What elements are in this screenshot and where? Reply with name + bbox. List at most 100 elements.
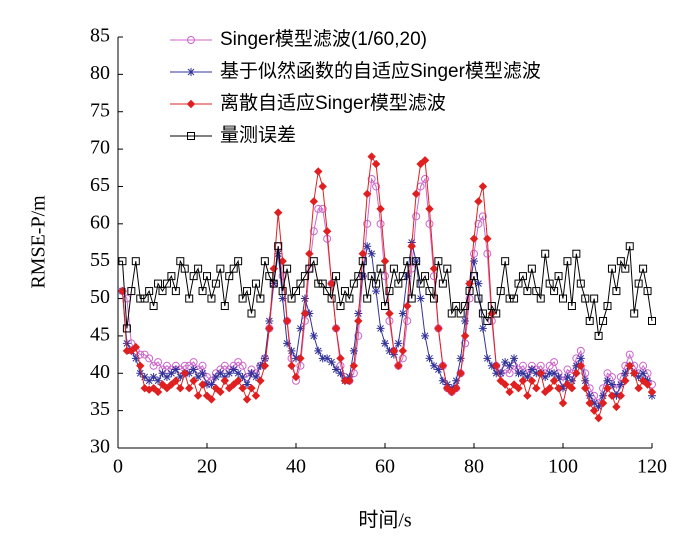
data-point: [629, 369, 639, 378]
data-point: [238, 294, 247, 303]
data-point: [532, 287, 541, 296]
data-point: [149, 384, 158, 393]
data-point: [412, 257, 421, 266]
data-point: [256, 294, 265, 303]
data-point: [176, 373, 185, 382]
data-point: [291, 372, 301, 382]
data-point: [572, 249, 581, 258]
data-point: [616, 380, 625, 389]
data-point: [149, 373, 158, 382]
data-point: [349, 279, 358, 288]
data-point: [202, 391, 212, 400]
data-point: [438, 279, 447, 288]
data-point: [154, 279, 163, 288]
x-tick-label: 40: [286, 456, 306, 478]
data-point: [550, 287, 559, 296]
data-point: [287, 346, 296, 355]
data-point: [621, 376, 630, 385]
data-point: [162, 384, 172, 393]
data-point: [563, 257, 572, 266]
data-point: [260, 361, 270, 371]
data-point: [478, 309, 487, 318]
data-point: [429, 294, 438, 303]
data-point: [500, 380, 510, 389]
data-point: [305, 249, 314, 258]
data-point: [332, 272, 341, 281]
data-point: [362, 189, 372, 199]
data-point: [300, 294, 309, 303]
data-point: [576, 361, 586, 371]
data-point: [505, 361, 514, 370]
data-point: [523, 391, 532, 400]
data-point: [189, 272, 198, 281]
data-point: [514, 384, 523, 393]
data-point: [550, 358, 559, 367]
data-point: [443, 264, 452, 273]
data-point: [541, 249, 550, 258]
data-point: [180, 264, 189, 273]
data-point: [349, 361, 359, 371]
data-point: [527, 376, 537, 385]
data-point: [416, 159, 425, 169]
data-point: [460, 331, 470, 341]
data-point: [194, 264, 203, 273]
data-point: [185, 294, 194, 303]
data-point: [510, 294, 519, 303]
data-point: [265, 272, 274, 281]
data-point: [425, 219, 434, 228]
data-point: [167, 272, 176, 281]
data-point: [278, 287, 287, 296]
data-point: [567, 302, 576, 311]
x-tick-label: 100: [548, 456, 578, 478]
data-point: [425, 287, 434, 296]
data-point: [407, 242, 416, 251]
data-point: [171, 376, 181, 385]
data-point: [599, 316, 608, 325]
y-tick-label: 70: [90, 137, 110, 159]
data-point: [603, 302, 612, 311]
legend-marker: [187, 36, 195, 44]
data-point: [314, 346, 323, 355]
data-point: [225, 272, 234, 281]
data-point: [451, 384, 461, 393]
data-point: [607, 380, 616, 389]
data-point: [372, 182, 381, 191]
data-point: [162, 373, 171, 382]
data-point: [318, 182, 327, 191]
data-point: [483, 234, 492, 243]
data-point: [385, 287, 394, 296]
data-point: [149, 302, 158, 311]
data-point: [367, 272, 376, 281]
data-point: [265, 316, 274, 325]
data-point: [518, 272, 527, 281]
data-point: [220, 302, 229, 311]
data-point: [216, 264, 225, 273]
data-point: [456, 369, 465, 378]
x-axis-label: 时间/s: [358, 509, 412, 532]
data-point: [612, 391, 621, 400]
data-point: [639, 369, 648, 378]
data-point: [438, 376, 447, 385]
data-point: [367, 152, 376, 161]
data-point: [242, 395, 252, 404]
data-point: [136, 294, 145, 303]
data-point: [603, 384, 612, 393]
data-point: [318, 279, 327, 288]
data-point: [554, 384, 563, 393]
data-point: [305, 309, 314, 318]
data-point: [371, 159, 381, 169]
data-point: [336, 354, 345, 363]
data-point: [527, 365, 536, 374]
data-point: [474, 279, 483, 288]
data-point: [590, 399, 599, 408]
data-point: [452, 376, 461, 385]
data-point: [216, 387, 225, 397]
data-point: [198, 380, 207, 389]
y-tick-label: 55: [90, 249, 110, 271]
data-point: [332, 365, 341, 374]
data-point: [273, 208, 283, 217]
data-point: [229, 365, 238, 374]
data-point: [429, 361, 438, 370]
data-point: [585, 316, 594, 325]
data-point: [340, 287, 349, 296]
